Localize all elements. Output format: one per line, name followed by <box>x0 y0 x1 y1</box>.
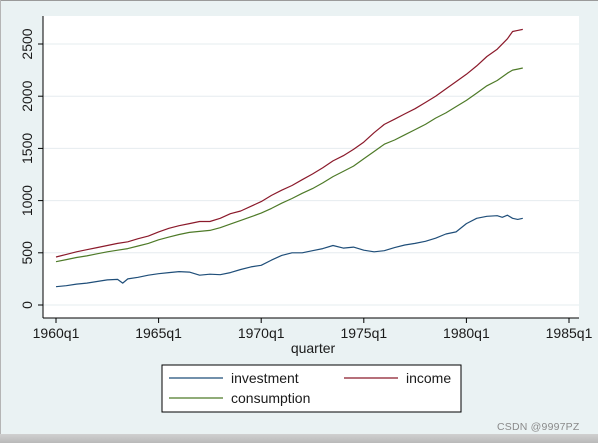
x-tick-label: 1980q1 <box>443 325 490 341</box>
series-line-investment <box>55 214 523 288</box>
series-line-income <box>55 28 523 258</box>
x-tick-label: 1970q1 <box>238 325 285 341</box>
legend-box <box>161 364 462 413</box>
x-tick-label: 1975q1 <box>340 325 387 341</box>
y-tick-label: 0 <box>19 301 35 309</box>
window-top-border <box>0 0 598 1</box>
y-tick-label: 1000 <box>19 185 35 216</box>
x-tick-label: 1985q1 <box>546 325 593 341</box>
window-bottom-bar <box>0 434 598 443</box>
y-axis: 0 500 1000 1500 2000 2500 <box>19 28 43 309</box>
series-lines <box>55 28 523 288</box>
legend-label-consumption: consumption <box>231 390 310 406</box>
legend-label-income: income <box>406 370 451 386</box>
legend-label-investment: investment <box>231 370 299 386</box>
series-line-consumption <box>55 67 523 263</box>
grid-lines <box>43 43 579 306</box>
window-left-border <box>0 0 1 434</box>
y-tick-label: 500 <box>19 241 35 265</box>
plot-region <box>43 16 579 318</box>
x-tick-label: 1965q1 <box>135 325 182 341</box>
watermark-text: CSDN @9997PZ <box>497 421 580 433</box>
y-tick-label: 1500 <box>19 133 35 164</box>
legend: investment income consumption <box>161 364 462 413</box>
y-tick-label: 2500 <box>19 28 35 59</box>
x-axis: 1960q1 1965q1 1970q1 1975q1 1980q1 1985q1 <box>33 318 593 341</box>
y-tick-label: 2000 <box>19 80 35 111</box>
x-tick-label: 1960q1 <box>33 325 80 341</box>
x-axis-title: quarter <box>291 340 336 356</box>
